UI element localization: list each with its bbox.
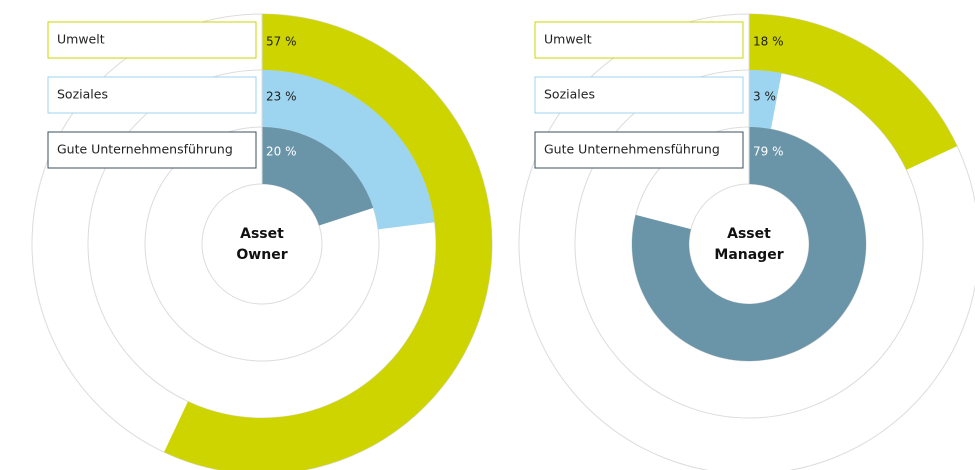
ring-bar (164, 14, 492, 470)
ring-bar (749, 14, 958, 170)
legend-box (534, 76, 744, 114)
legend-box (47, 131, 257, 169)
ring-outline (688, 183, 810, 305)
value-label: 79 % (753, 145, 784, 159)
center-label: Manager (714, 247, 783, 263)
center-label: Owner (236, 247, 287, 263)
value-label: 18 % (753, 35, 784, 49)
legend-label: Soziales (57, 87, 108, 102)
ring-bar (632, 127, 866, 361)
center-label: Asset (240, 226, 284, 242)
value-label: 3 % (753, 90, 776, 104)
legend-label: Umwelt (544, 32, 592, 47)
ring-bar (262, 70, 435, 230)
legend-label: Soziales (544, 87, 595, 102)
ring-outline (201, 183, 323, 305)
ring-bar (262, 127, 374, 226)
legend-box (534, 21, 744, 59)
legend-box (534, 131, 744, 169)
value-label: 23 % (266, 90, 297, 104)
value-label: 57 % (266, 35, 297, 49)
legend-box (47, 21, 257, 59)
legend-label: Gute Unternehmensführung (544, 142, 720, 157)
legend-label: Umwelt (57, 32, 105, 47)
legend-box (47, 76, 257, 114)
legend-label: Gute Unternehmensführung (57, 142, 233, 157)
value-label: 20 % (266, 145, 297, 159)
center-label: Asset (727, 226, 771, 242)
ring-bar (749, 70, 782, 130)
